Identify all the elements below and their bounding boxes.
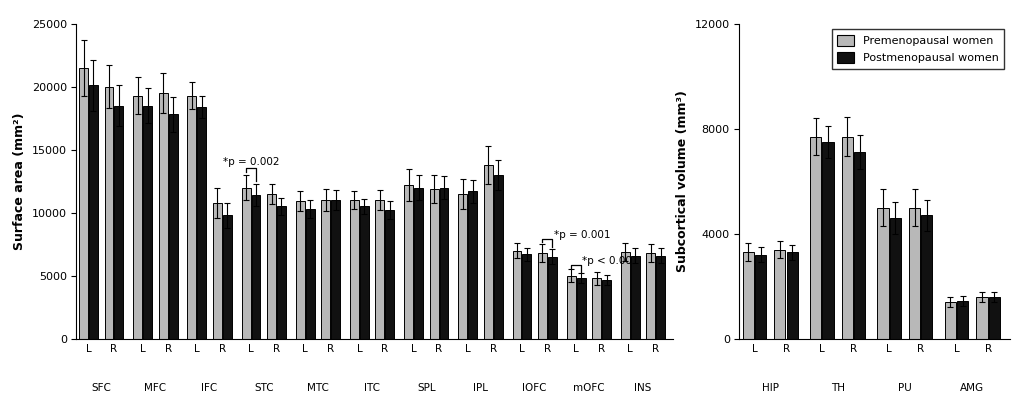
Bar	[522, 255, 531, 339]
Bar	[853, 152, 864, 339]
Text: AMG: AMG	[959, 383, 983, 394]
Text: *p = 0.002: *p = 0.002	[222, 157, 279, 167]
Bar	[321, 200, 330, 339]
Bar	[197, 107, 206, 339]
Bar	[786, 252, 797, 339]
Bar	[908, 208, 919, 339]
Bar	[601, 280, 610, 339]
Bar	[821, 142, 833, 339]
Bar	[296, 201, 305, 339]
Bar	[841, 137, 852, 339]
Text: INS: INS	[634, 383, 651, 393]
Bar	[547, 257, 556, 339]
Text: PU: PU	[897, 383, 911, 394]
Bar	[385, 210, 394, 339]
Bar	[168, 114, 177, 339]
Y-axis label: Surface area (mm²): Surface area (mm²)	[13, 113, 26, 250]
Bar	[104, 87, 113, 339]
Bar	[483, 165, 492, 339]
Bar	[143, 106, 152, 339]
Bar	[277, 206, 285, 339]
Text: lOFC: lOFC	[522, 383, 546, 393]
Bar	[576, 278, 585, 339]
Bar	[114, 106, 123, 339]
Bar	[592, 278, 600, 339]
Bar	[187, 95, 197, 339]
Bar	[89, 85, 98, 339]
Bar	[809, 137, 820, 339]
Bar	[458, 194, 467, 339]
Bar	[630, 256, 639, 339]
Legend: Premenopausal women, Postmenopausal women: Premenopausal women, Postmenopausal wome…	[830, 29, 1004, 69]
Bar	[159, 93, 167, 339]
Text: mOFC: mOFC	[573, 383, 604, 393]
Bar	[306, 209, 314, 339]
Text: IFC: IFC	[202, 383, 217, 393]
Bar	[773, 249, 785, 339]
Text: *p = 0.001: *p = 0.001	[553, 230, 609, 240]
Bar	[956, 301, 967, 339]
Bar	[252, 195, 260, 339]
Bar	[414, 188, 423, 339]
Bar	[621, 252, 630, 339]
Text: TH: TH	[829, 383, 844, 394]
Y-axis label: Subcortical volume (mm³): Subcortical volume (mm³)	[676, 90, 689, 272]
Bar	[242, 188, 251, 339]
Text: *p < 0.001: *p < 0.001	[582, 256, 638, 266]
Bar	[537, 253, 546, 339]
Bar	[876, 208, 888, 339]
Bar	[222, 215, 231, 339]
Bar	[493, 175, 502, 339]
Bar	[987, 297, 999, 339]
Bar	[360, 206, 369, 339]
Bar	[468, 191, 477, 339]
Text: IPL: IPL	[473, 383, 487, 393]
Text: ITC: ITC	[364, 383, 380, 393]
Bar	[944, 302, 955, 339]
Text: SFC: SFC	[92, 383, 111, 393]
Bar	[646, 253, 654, 339]
Bar	[889, 218, 900, 339]
Text: STC: STC	[254, 383, 273, 393]
Text: HIP: HIP	[761, 383, 777, 394]
Bar	[331, 200, 339, 339]
Text: MFC: MFC	[145, 383, 166, 393]
Bar	[429, 189, 438, 339]
Bar	[133, 95, 142, 339]
Bar	[375, 200, 384, 339]
Bar	[742, 252, 753, 339]
Bar	[404, 185, 413, 339]
Bar	[754, 255, 765, 339]
Text: SPL: SPL	[417, 383, 435, 393]
Bar	[567, 276, 575, 339]
Bar	[350, 200, 359, 339]
Bar	[267, 194, 276, 339]
Bar	[439, 188, 448, 339]
Bar	[79, 68, 88, 339]
Bar	[975, 297, 986, 339]
Bar	[655, 256, 664, 339]
Bar	[512, 251, 521, 339]
Text: MTC: MTC	[307, 383, 328, 393]
Bar	[213, 203, 221, 339]
Bar	[920, 216, 931, 339]
